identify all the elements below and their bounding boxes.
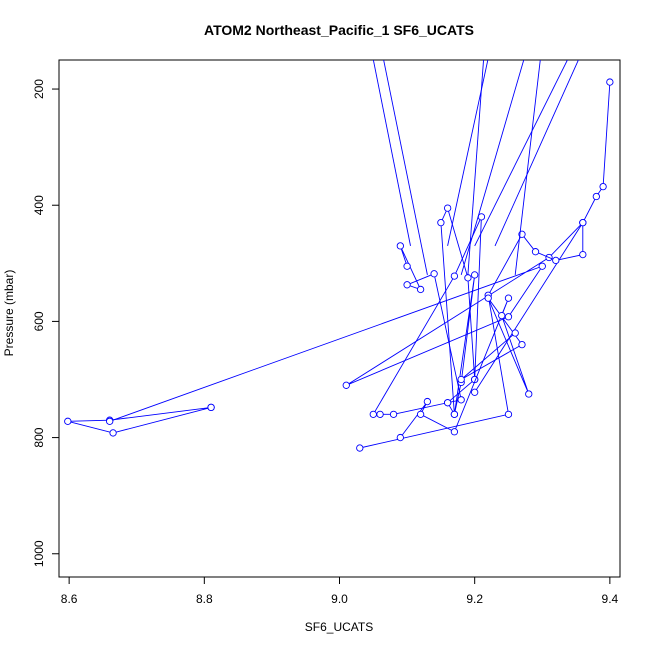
y-axis-label: Pressure (mbar): [2, 270, 16, 357]
data-point: [397, 243, 403, 249]
data-point: [485, 295, 491, 301]
y-tick-label: 200: [32, 79, 46, 99]
data-point: [417, 286, 423, 292]
data-point: [106, 418, 112, 424]
data-point: [458, 397, 464, 403]
data-point: [580, 219, 586, 225]
data-point: [438, 219, 444, 225]
data-point: [607, 79, 613, 85]
y-tick-label: 1000: [32, 540, 46, 567]
data-point: [526, 391, 532, 397]
data-point: [110, 430, 116, 436]
data-point: [444, 400, 450, 406]
data-point: [532, 248, 538, 254]
data-point: [417, 411, 423, 417]
x-tick-label: 8.6: [61, 592, 78, 606]
data-point: [505, 314, 511, 320]
data-point: [357, 445, 363, 451]
data-point: [471, 389, 477, 395]
data-point: [390, 411, 396, 417]
data-point: [397, 434, 403, 440]
data-point: [377, 411, 383, 417]
data-point: [519, 341, 525, 347]
chart-title: ATOM2 Northeast_Pacific_1 SF6_UCATS: [204, 22, 474, 38]
data-point: [553, 257, 559, 263]
data-point: [512, 330, 518, 336]
data-point: [404, 282, 410, 288]
x-axis-label: SF6_UCATS: [305, 620, 373, 634]
data-point: [65, 418, 71, 424]
data-point: [208, 404, 214, 410]
x-tick-label: 8.8: [196, 592, 213, 606]
x-tick-label: 9.0: [331, 592, 348, 606]
data-point: [600, 183, 606, 189]
data-point: [539, 263, 545, 269]
data-point: [458, 376, 464, 382]
data-point: [505, 411, 511, 417]
y-tick-label: 400: [32, 195, 46, 215]
x-tick-label: 9.4: [602, 592, 619, 606]
data-point: [505, 295, 511, 301]
data-point: [370, 411, 376, 417]
data-point: [404, 263, 410, 269]
data-point: [580, 251, 586, 257]
data-point: [431, 271, 437, 277]
data-point: [593, 193, 599, 199]
data-point: [465, 275, 471, 281]
data-point: [451, 411, 457, 417]
x-tick-label: 9.2: [466, 592, 483, 606]
y-tick-label: 800: [32, 427, 46, 447]
data-point: [499, 312, 505, 318]
data-point: [451, 273, 457, 279]
data-point: [451, 429, 457, 435]
data-point: [471, 272, 477, 278]
data-point: [343, 382, 349, 388]
data-point: [444, 205, 450, 211]
data-point: [424, 398, 430, 404]
y-tick-label: 600: [32, 311, 46, 331]
